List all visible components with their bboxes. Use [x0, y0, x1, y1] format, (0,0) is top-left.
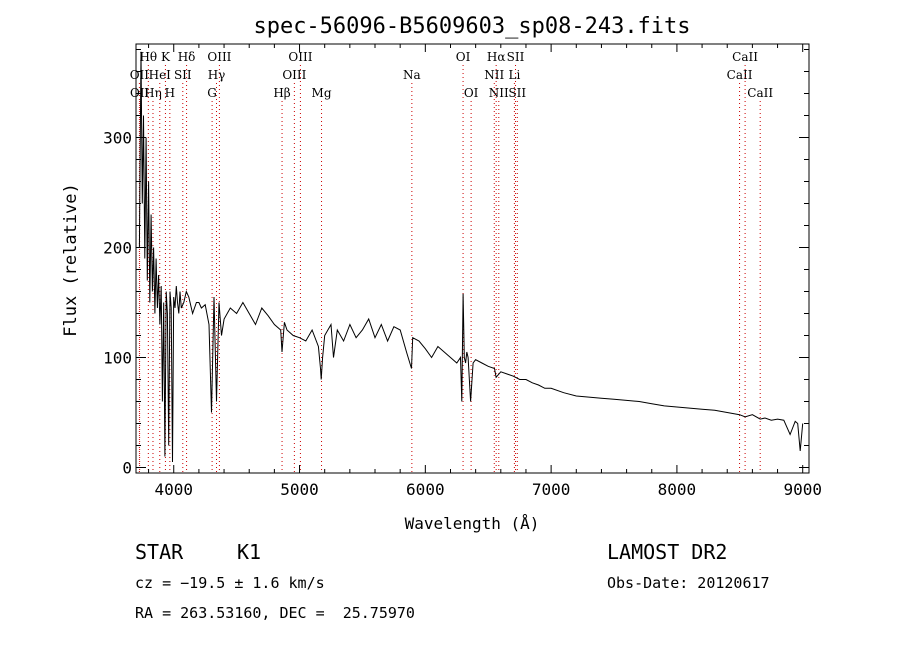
line-marker-label: H: [165, 86, 175, 100]
y-axis-label: Flux (relative): [61, 183, 81, 337]
x-tick-label: 9000: [783, 480, 822, 499]
x-axis-label: Wavelength (Å): [405, 514, 540, 533]
line-marker-label: Hα: [487, 50, 506, 64]
line-marker-label: NII: [484, 68, 504, 82]
line-marker-label: SII: [507, 50, 525, 64]
line-marker-label: G: [207, 86, 217, 100]
line-marker-label: K: [161, 50, 171, 64]
line-marker-label: Mg: [312, 86, 332, 100]
coordinates: RA = 263.53160, DEC = 25.75970: [135, 604, 415, 622]
x-tick-label: 5000: [280, 480, 319, 499]
subclass: K1: [237, 540, 262, 564]
obs-date: Obs-Date: 20120617: [607, 574, 770, 592]
x-tick-label: 6000: [406, 480, 445, 499]
redshift-text: cz = −19.5 ± 1.6 km/s: [135, 574, 325, 592]
axes: 4000 5000 6000 7000 8000 9000 0 100 200 300: [103, 44, 822, 499]
line-marker-label: OII: [130, 68, 150, 82]
line-marker-label: Hδ: [178, 50, 196, 64]
x-tick-label: 4000: [154, 480, 193, 499]
chart-title: spec-56096-B5609603_sp08-243.fits: [253, 14, 690, 39]
x-tick-label: 8000: [658, 480, 697, 499]
y-tick-label: 200: [103, 239, 132, 258]
line-marker-label: Na: [403, 68, 421, 82]
survey-label: LAMOST DR2: [607, 540, 728, 564]
line-marker-label: Hθ: [139, 50, 157, 64]
y-tick-label: 300: [103, 129, 132, 148]
y-tick-label: 100: [103, 349, 132, 368]
x-tick-label: 7000: [532, 480, 571, 499]
spectrum-line: [138, 51, 804, 463]
object-type: STAR: [135, 540, 184, 564]
line-marker-label: OI: [456, 50, 471, 64]
line-marker-label: CaII: [747, 86, 773, 100]
line-marker-label: SII: [508, 86, 526, 100]
line-marker-label: Hη: [144, 86, 162, 100]
line-marker-label: OI: [464, 86, 479, 100]
line-marker-label: OIII: [282, 68, 306, 82]
y-tick-label: 0: [122, 459, 132, 478]
line-marker-label: SII: [174, 68, 192, 82]
line-marker-label: Li: [508, 68, 520, 82]
line-marker-label: OIII: [288, 50, 312, 64]
line-marker-label: Hβ: [273, 86, 290, 100]
line-marker-label: Hγ: [208, 68, 226, 82]
line-marker-label: OIII: [207, 50, 231, 64]
line-marker-label: HeI: [149, 68, 172, 82]
line-marker-label: NII: [489, 86, 509, 100]
line-marker-label: CaII: [732, 50, 758, 64]
line-marker-label: CaII: [727, 68, 753, 82]
plot-frame: [135, 43, 810, 474]
